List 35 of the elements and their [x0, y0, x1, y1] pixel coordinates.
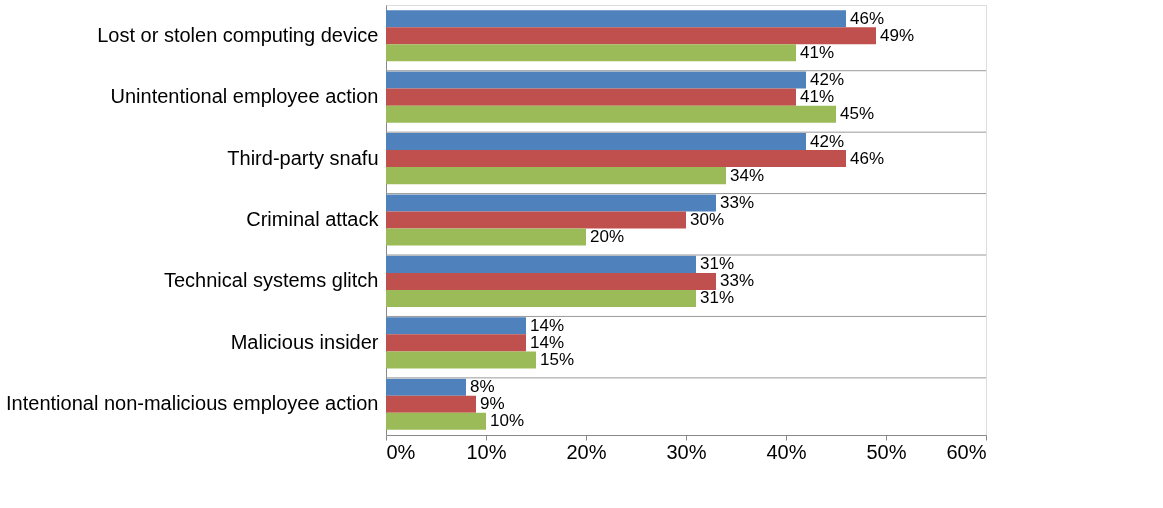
data-label: 41%	[800, 42, 835, 62]
data-label: 31%	[700, 288, 735, 308]
data-label: 8%	[470, 377, 495, 397]
x-tick-label: 60%	[946, 440, 987, 463]
y-tick-label: Lost or stolen computing device	[97, 23, 379, 46]
data-label: 9%	[480, 394, 505, 414]
data-label: 31%	[700, 254, 735, 274]
data-label: 42%	[810, 70, 845, 90]
data-label: 33%	[720, 271, 755, 291]
data-label: 42%	[810, 131, 845, 151]
data-label: 49%	[880, 25, 915, 45]
data-label: 45%	[840, 104, 875, 124]
y-tick-label: Intentional non-malicious employee action	[6, 392, 379, 415]
x-tick-label: 20%	[566, 440, 607, 463]
y-tick-label: Unintentional employee action	[110, 85, 379, 108]
data-label: 30%	[690, 210, 725, 229]
x-tick-label: 50%	[866, 440, 907, 463]
y-tick-label: Criminal attack	[246, 208, 380, 230]
y-tick-label: Third-party snafu	[227, 146, 379, 169]
data-label: 15%	[540, 349, 575, 369]
data-label: 34%	[730, 165, 765, 185]
data-label: 14%	[530, 332, 565, 352]
data-label: 10%	[490, 411, 525, 431]
data-label: 14%	[530, 315, 565, 335]
data-label: 33%	[720, 192, 755, 212]
x-tick-label: 10%	[466, 440, 507, 463]
x-tick-label: 40%	[766, 440, 807, 463]
data-label: 46%	[850, 148, 885, 168]
x-tick-label: 30%	[666, 440, 707, 463]
y-tick-label: Technical systems glitch	[163, 269, 379, 292]
x-tick-label: 0%	[386, 440, 416, 463]
data-label: 20%	[590, 227, 625, 247]
y-tick-label: Malicious insider	[230, 330, 379, 353]
data-label: 46%	[850, 8, 885, 28]
data-label: 41%	[800, 87, 835, 107]
